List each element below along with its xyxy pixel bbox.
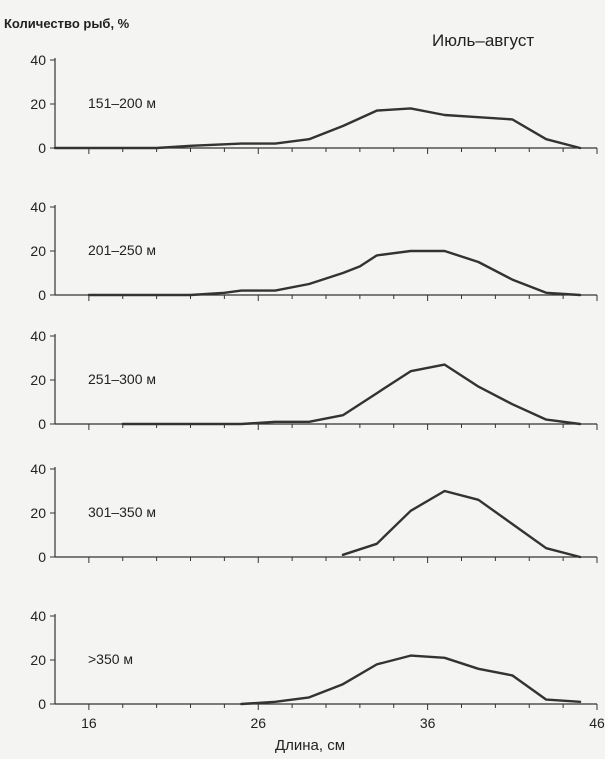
- panels-group: 0 20 40 151–200 м 0 20 40 201–250 м 0 20 40 251–300…: [30, 52, 605, 731]
- y-tick-label: 0: [38, 696, 46, 712]
- panel-1: 0 20 40 151–200 м: [30, 52, 598, 156]
- y-tick-label: 20: [30, 96, 46, 112]
- series-line: [53, 107, 582, 150]
- series-line: [87, 249, 582, 297]
- y-tick-label: 20: [30, 243, 46, 259]
- panel-label: >350 м: [88, 651, 133, 667]
- y-tick-label: 40: [30, 199, 46, 215]
- panel-label: 251–300 м: [88, 371, 156, 387]
- panel-label: 201–250 м: [88, 242, 156, 258]
- panel-label: 301–350 м: [88, 504, 156, 520]
- x-tick-label: 26: [250, 715, 266, 731]
- panel-2: 0 20 40 201–250 м: [30, 199, 598, 303]
- y-tick-label: 0: [38, 416, 46, 432]
- y-tick-label: 0: [38, 549, 46, 565]
- x-tick-label: 36: [420, 715, 436, 731]
- y-tick-label: 20: [30, 652, 46, 668]
- x-tick-label: 46: [589, 715, 605, 731]
- y-tick-label: 40: [30, 52, 46, 68]
- y-tick-label: 20: [30, 505, 46, 521]
- chart-title: Июль–август: [432, 31, 534, 50]
- panel-label: 151–200 м: [88, 95, 156, 111]
- panel-5: 0 20 40 >350 м: [30, 608, 598, 712]
- series-line: [121, 363, 582, 426]
- x-axis-label: Длина, см: [275, 737, 345, 754]
- y-tick-label: 0: [38, 287, 46, 303]
- y-axis-label: Количество рыб, %: [4, 16, 130, 31]
- panel-3: 0 20 40 251–300 м: [30, 328, 598, 432]
- series-line: [240, 654, 582, 706]
- panel-4: 0 20 40 301–350 м: [30, 461, 598, 565]
- y-tick-label: 40: [30, 608, 46, 624]
- y-tick-label: 40: [30, 461, 46, 477]
- series-line: [341, 489, 582, 559]
- x-tick-label: 16: [81, 715, 97, 731]
- y-tick-label: 20: [30, 372, 46, 388]
- y-tick-label: 40: [30, 328, 46, 344]
- y-tick-label: 0: [38, 140, 46, 156]
